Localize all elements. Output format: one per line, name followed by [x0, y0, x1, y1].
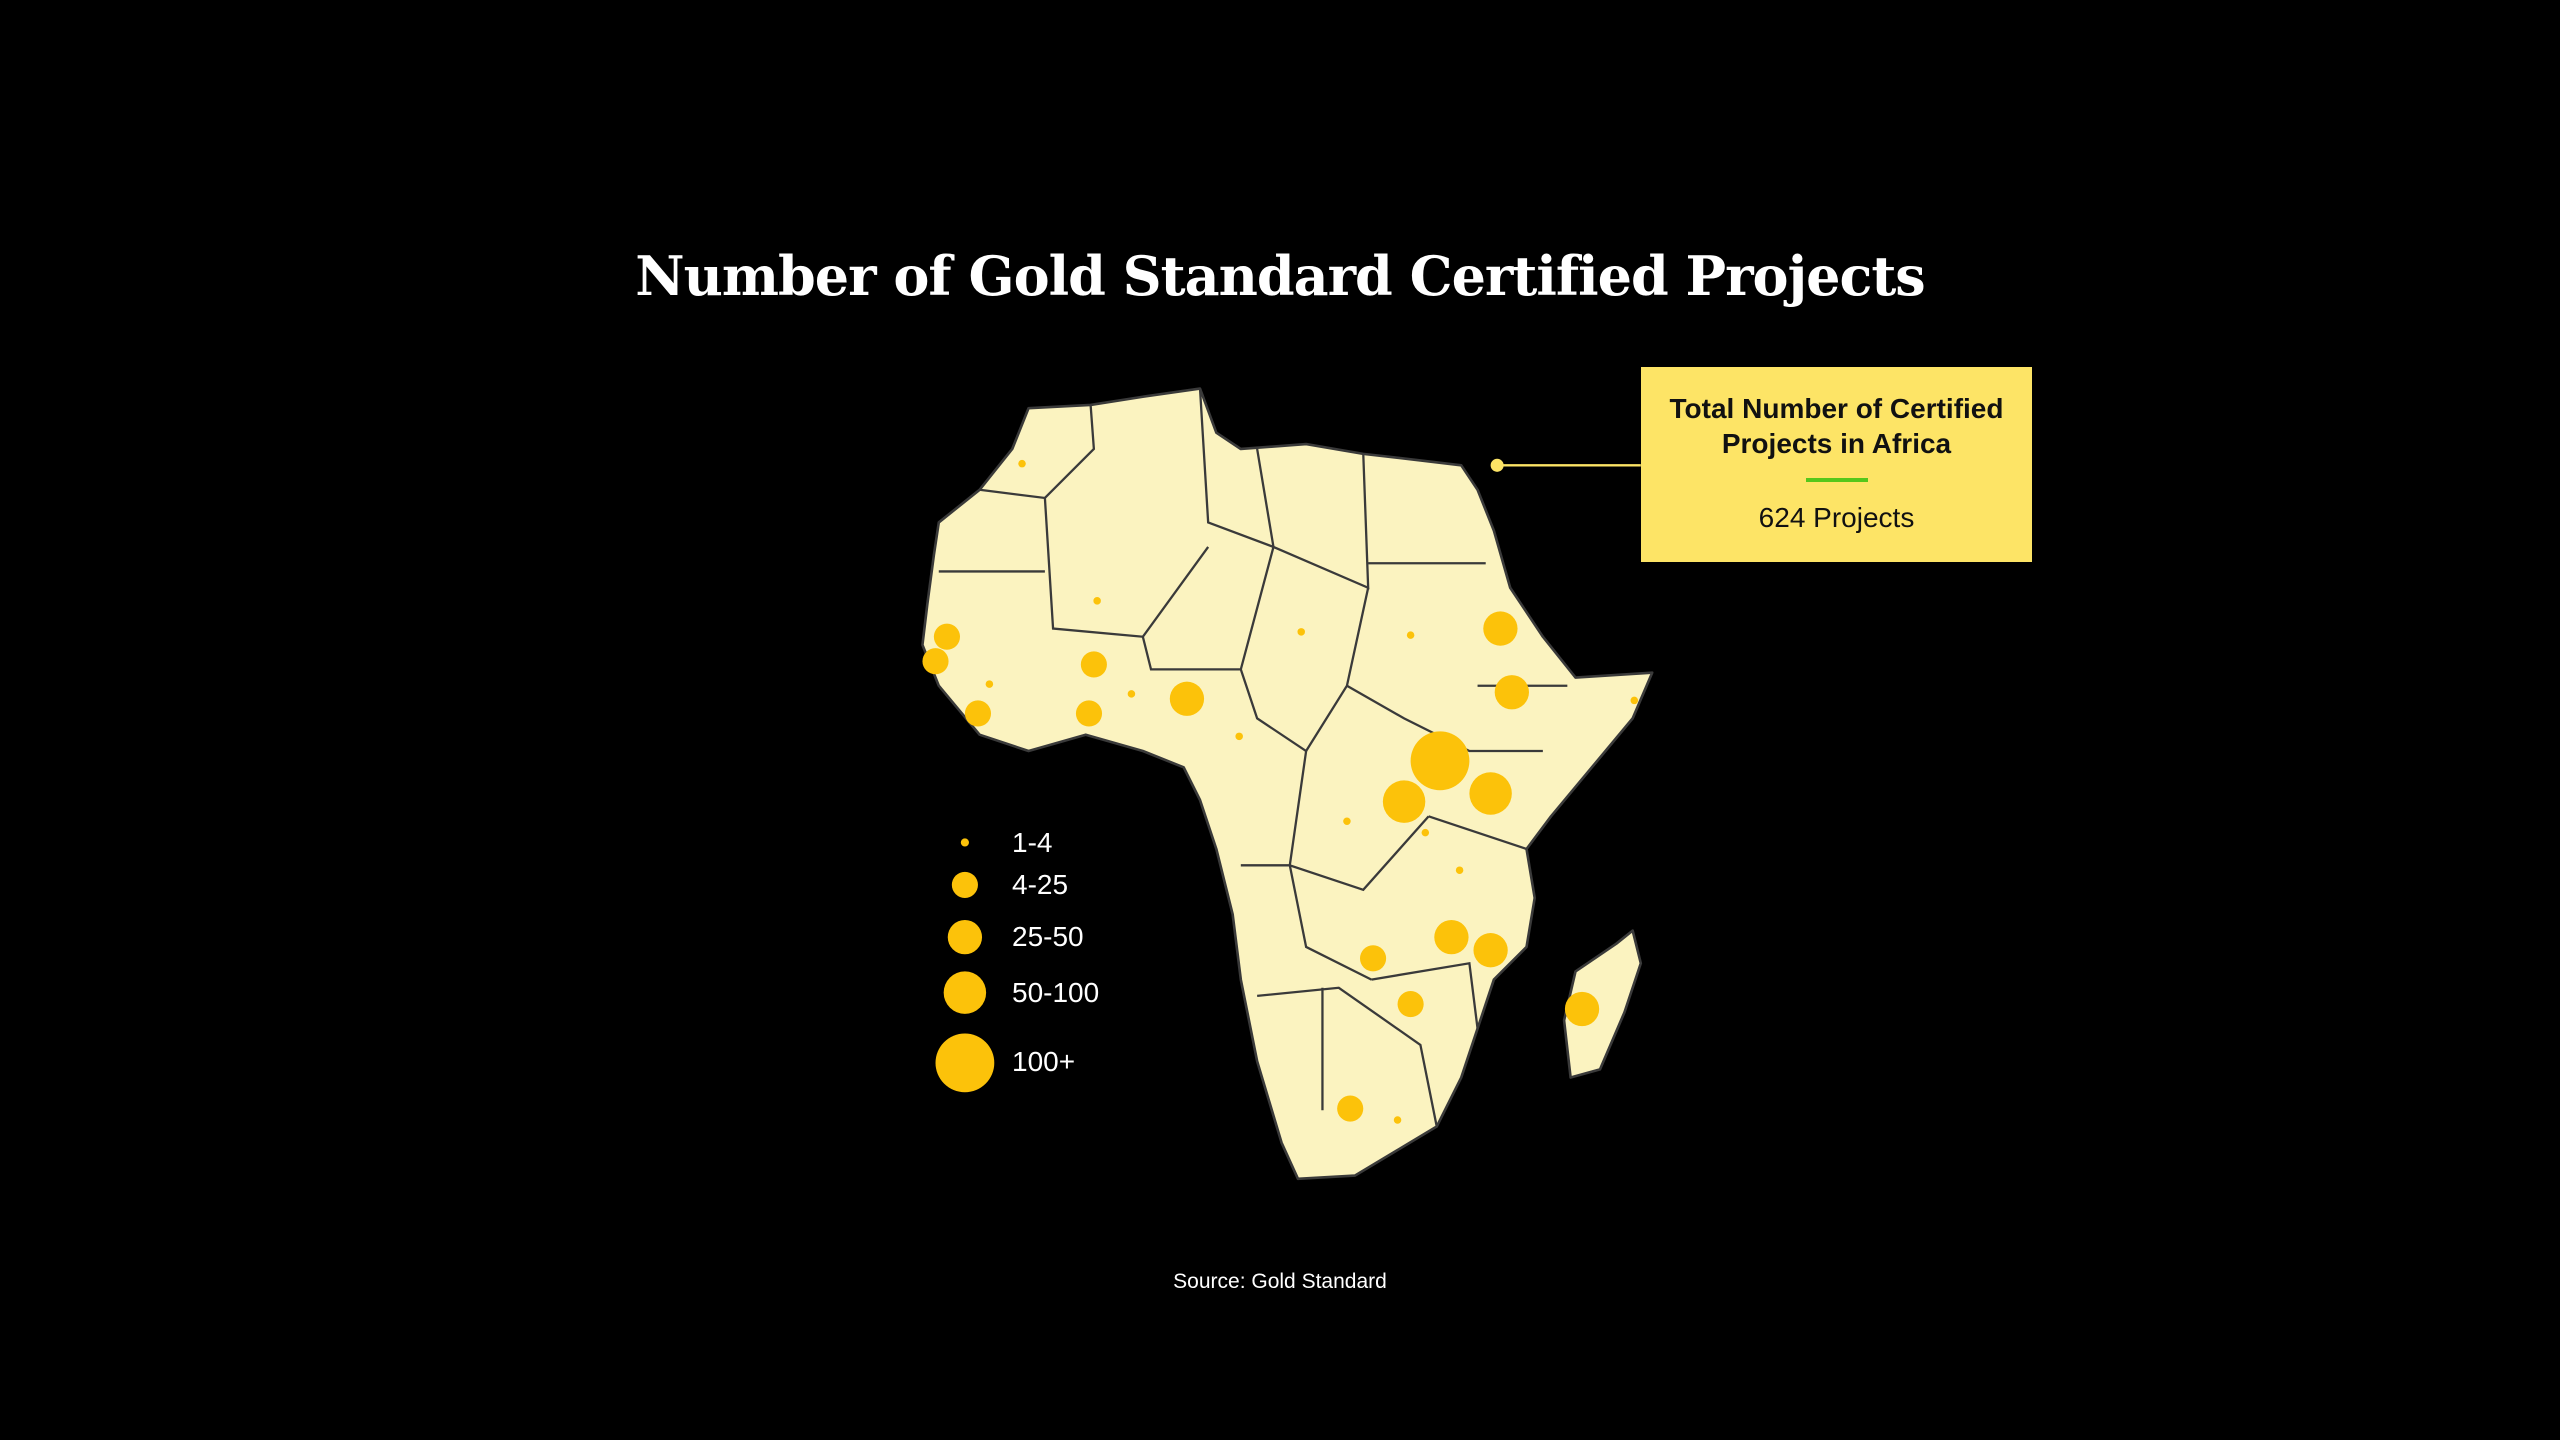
- project-bubble: [1337, 1095, 1364, 1122]
- project-bubble: [1410, 731, 1470, 791]
- project-bubble: [1434, 920, 1469, 955]
- legend-circle-1-4: [960, 838, 969, 847]
- project-bubble: [1630, 696, 1639, 705]
- project-bubble: [1018, 459, 1026, 468]
- project-bubble: [1393, 1116, 1402, 1124]
- legend-circle-50-100: [943, 971, 987, 1014]
- project-bubble: [964, 700, 992, 727]
- project-bubble: [1397, 991, 1424, 1018]
- africa-mainland: [921, 387, 1654, 1181]
- project-bubble: [1235, 732, 1243, 741]
- legend-circle-100-plus: [935, 1033, 995, 1093]
- project-bubble: [1564, 991, 1600, 1027]
- project-bubble: [985, 680, 994, 688]
- project-bubble: [1406, 631, 1415, 639]
- callout-anchor-dot: [1490, 458, 1504, 472]
- project-bubble: [922, 648, 949, 675]
- callout-heading: Total Number of Certified Projects in Af…: [1669, 393, 2004, 459]
- legend-circle-4-25: [951, 871, 978, 898]
- project-bubble: [1297, 628, 1305, 636]
- madagascar: [1562, 929, 1643, 1079]
- project-bubble: [1169, 681, 1205, 716]
- project-bubble: [1127, 690, 1136, 698]
- callout-divider: [1805, 478, 1868, 482]
- project-bubble: [1469, 772, 1512, 815]
- source-note: Source: Gold Standard: [1173, 1270, 1387, 1293]
- project-bubble: [1455, 866, 1464, 874]
- project-bubble: [1421, 828, 1430, 837]
- map-title: Number of Gold Standard Certified Projec…: [635, 244, 1925, 308]
- legend-label-50-100: 50-100: [1012, 977, 1100, 1008]
- project-bubble: [1494, 675, 1529, 710]
- project-bubble: [933, 623, 960, 650]
- project-bubble: [1382, 780, 1426, 823]
- project-bubble: [1360, 945, 1387, 972]
- legend-label-100-plus: 100+: [1012, 1046, 1076, 1077]
- project-bubble: [1483, 611, 1518, 646]
- project-bubble: [1093, 597, 1101, 605]
- total-projects-callout: Total Number of Certified Projects in Af…: [1641, 367, 2032, 562]
- callout-value: 624 Projects: [1758, 502, 1915, 533]
- project-bubble: [1075, 700, 1103, 727]
- project-bubble: [1080, 651, 1107, 678]
- project-bubble: [1473, 933, 1508, 968]
- country-borders: [938, 388, 1568, 1127]
- project-bubbles: [922, 459, 1639, 1124]
- legend-circles: [935, 838, 995, 1093]
- project-bubble: [1343, 817, 1351, 825]
- legend-label-4-25: 4-25: [1012, 869, 1069, 900]
- legend-label-25-50: 25-50: [1012, 921, 1084, 952]
- legend-circle-25-50: [947, 920, 983, 955]
- legend-label-1-4: 1-4: [1012, 827, 1053, 858]
